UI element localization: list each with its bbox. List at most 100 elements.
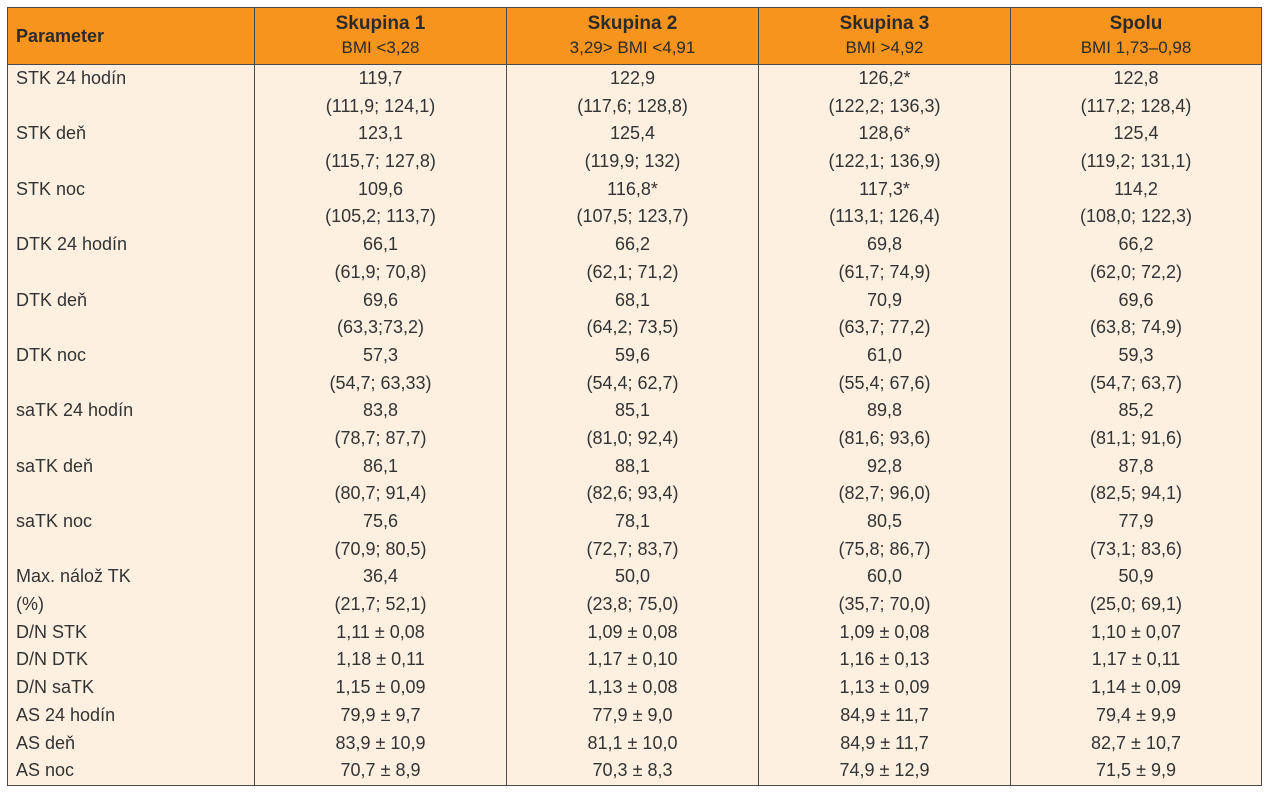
header-parameter: Parameter <box>7 7 255 65</box>
table-cell: 89,8 (81,6; 93,6) <box>758 397 1011 453</box>
cell-range: (105,2; 113,7) <box>325 206 436 227</box>
cell-value: 122,8 <box>1113 68 1159 88</box>
cell-range: (54,7; 63,33) <box>329 372 432 393</box>
cell-value: 36,4 <box>362 566 399 587</box>
table-cell: 82,7 ± 10,7 <box>1010 729 1262 758</box>
table-row: AS deň 83,9 ± 10,9 81,1 ± 10,0 84,9 ± 11,7 8… <box>7 729 1262 758</box>
table-cell: 79,4 ± 9,9 <box>1010 701 1262 730</box>
table-cell: 122,8 (117,2; 128,4) <box>1010 64 1262 121</box>
cell-range: (81,6; 93,6) <box>838 427 931 448</box>
cell-value: 1,09 ± 0,08 <box>587 621 678 642</box>
table-cell: 1,13 ± 0,09 <box>758 674 1011 702</box>
cell-range: (70,9; 80,5) <box>334 538 427 559</box>
cell-value: 66,2 <box>614 234 651 255</box>
table-cell: 117,3* (113,1; 126,4) <box>758 175 1011 232</box>
cell-value: 50,9 <box>1118 566 1154 587</box>
table-row: D/N STK 1,11 ± 0,08 1,09 ± 0,08 1,09 ± 0,08… <box>7 618 1262 647</box>
cell-value: 1,13 ± 0,09 <box>839 677 930 698</box>
parameter-label: AS deň <box>16 732 76 753</box>
cell-range: (81,0; 92,4) <box>586 427 679 448</box>
table-cell: 74,9 ± 12,9 <box>758 757 1011 786</box>
table-cell: 123,1 (115,7; 127,8) <box>254 120 507 176</box>
cell-value: 122,9 <box>609 68 656 88</box>
cell-value: 109,6 <box>357 178 404 199</box>
table-cell: 1,16 ± 0,13 <box>758 646 1011 675</box>
table-row: DTK 24 hodín 66,1 (61,9; 70,8) 66,2 (62,1; 7… <box>7 231 1262 287</box>
row-parameter: Max. nálož TK (%) <box>7 563 255 619</box>
table-cell: 92,8 (82,7; 96,0) <box>758 452 1011 508</box>
row-parameter: STK deň <box>7 120 255 176</box>
cell-value: 70,3 ± 8,3 <box>592 760 673 781</box>
cell-value: 119,7 <box>358 68 403 88</box>
table-cell: 69,8 (61,7; 74,9) <box>758 231 1011 287</box>
cell-value: 117,3* <box>859 178 910 199</box>
cell-range: (122,2; 136,3) <box>828 95 941 116</box>
cell-range: (61,9; 70,8) <box>334 261 427 282</box>
table-cell: 60,0 (35,7; 70,0) <box>758 563 1011 619</box>
table-cell: 109,6 (105,2; 113,7) <box>254 175 507 232</box>
table-cell: 77,9 ± 9,0 <box>506 701 759 730</box>
table-cell: 81,1 ± 10,0 <box>506 729 759 758</box>
cell-value: 85,1 <box>614 400 651 421</box>
cell-range: (108,0; 122,3) <box>1079 206 1193 227</box>
cell-value: 85,2 <box>1118 400 1154 421</box>
table-cell: 128,6* (122,1; 136,9) <box>758 120 1011 176</box>
parameter-label: saTK noc <box>16 511 93 531</box>
group-bmi-range: BMI >4,92 <box>845 38 924 57</box>
row-parameter: saTK deň <box>7 452 255 508</box>
cell-value: 74,9 ± 12,9 <box>839 760 930 781</box>
header-group-2: Skupina 2 3,29> BMI <4,91 <box>506 7 759 65</box>
table-row: D/N DTK 1,18 ± 0,11 1,17 ± 0,10 1,16 ± 0,13… <box>7 646 1262 675</box>
table-cell: 88,1 (82,6; 93,4) <box>506 452 759 508</box>
header-row: Parameter Skupina 1 BMI <3,28 Skupina 2 … <box>7 7 1262 65</box>
parameter-label: STK noc <box>16 178 86 199</box>
cell-value: 79,4 ± 9,9 <box>1096 704 1176 725</box>
parameter-label: DTK noc <box>16 344 87 365</box>
cell-range: (82,6; 93,4) <box>586 483 679 504</box>
cell-range: (62,1; 71,2) <box>586 261 679 282</box>
cell-value: 68,1 <box>614 289 651 310</box>
table-cell: 1,15 ± 0,09 <box>254 674 507 702</box>
table-row: DTK noc 57,3 (54,7; 63,33) 59,6 (54,4; 62,7)… <box>7 341 1262 398</box>
parameter-label: Max. nálož TK <box>16 566 131 587</box>
cell-range: (62,0; 72,2) <box>1089 261 1183 282</box>
table-row: saTK 24 hodín 83,8 (78,7; 87,7) 85,1 (81,0; … <box>7 397 1262 453</box>
cell-range: (117,2; 128,4) <box>1080 95 1192 116</box>
cell-value: 83,8 <box>362 400 399 421</box>
cell-range: (80,7; 91,4) <box>334 483 427 504</box>
row-parameter: AS 24 hodín <box>7 701 255 730</box>
group-bmi-range: BMI <3,28 <box>341 38 420 57</box>
table-cell: 66,2 (62,0; 72,2) <box>1010 231 1262 287</box>
cell-range: (107,5; 123,7) <box>576 206 689 227</box>
cell-value: 116,8* <box>607 178 658 199</box>
parameter-label: D/N saTK <box>16 677 95 698</box>
cell-value: 1,17 ± 0,10 <box>587 649 678 670</box>
group-name: Skupina 2 <box>587 13 678 34</box>
cell-range: (63,3;73,2) <box>336 317 425 338</box>
cell-value: 1,16 ± 0,13 <box>839 649 930 670</box>
row-parameter: DTK 24 hodín <box>7 231 255 287</box>
table-row: DTK deň 69,6 (63,3;73,2) 68,1 (64,2; 73,5) 70… <box>7 286 1262 342</box>
table-header: Parameter Skupina 1 BMI <3,28 Skupina 2 … <box>7 7 1262 65</box>
cell-range: (55,4; 67,6) <box>838 372 931 393</box>
cell-value: 123,1 <box>357 123 404 144</box>
cell-value: 70,9 <box>866 289 903 310</box>
parameter-label: (%) <box>16 594 44 615</box>
row-parameter: DTK deň <box>7 286 255 342</box>
cell-value: 128,6* <box>858 123 911 144</box>
cell-range: (113,1; 126,4) <box>829 206 940 227</box>
header-group-1: Skupina 1 BMI <3,28 <box>254 7 507 65</box>
table-cell: 1,13 ± 0,08 <box>506 674 759 702</box>
cell-range: (23,8; 75,0) <box>586 594 679 615</box>
table-row: Max. nálož TK (%) 36,4 (21,7; 52,1) 50,0 (23,… <box>7 563 1262 619</box>
cell-value: 1,17 ± 0,11 <box>1091 649 1181 670</box>
table-cell: 69,6 (63,3;73,2) <box>254 286 507 342</box>
parameter-label: D/N STK <box>16 621 88 642</box>
table-container: Parameter Skupina 1 BMI <3,28 Skupina 2 … <box>7 7 1262 786</box>
cell-value: 84,9 ± 11,7 <box>840 732 929 753</box>
cell-range: (73,1; 83,6) <box>1089 538 1183 559</box>
table-cell: 114,2 (108,0; 122,3) <box>1010 175 1262 232</box>
parameter-label: saTK 24 hodín <box>16 400 134 421</box>
row-parameter: DTK noc <box>7 341 255 398</box>
cell-value: 1,15 ± 0,09 <box>335 677 426 698</box>
